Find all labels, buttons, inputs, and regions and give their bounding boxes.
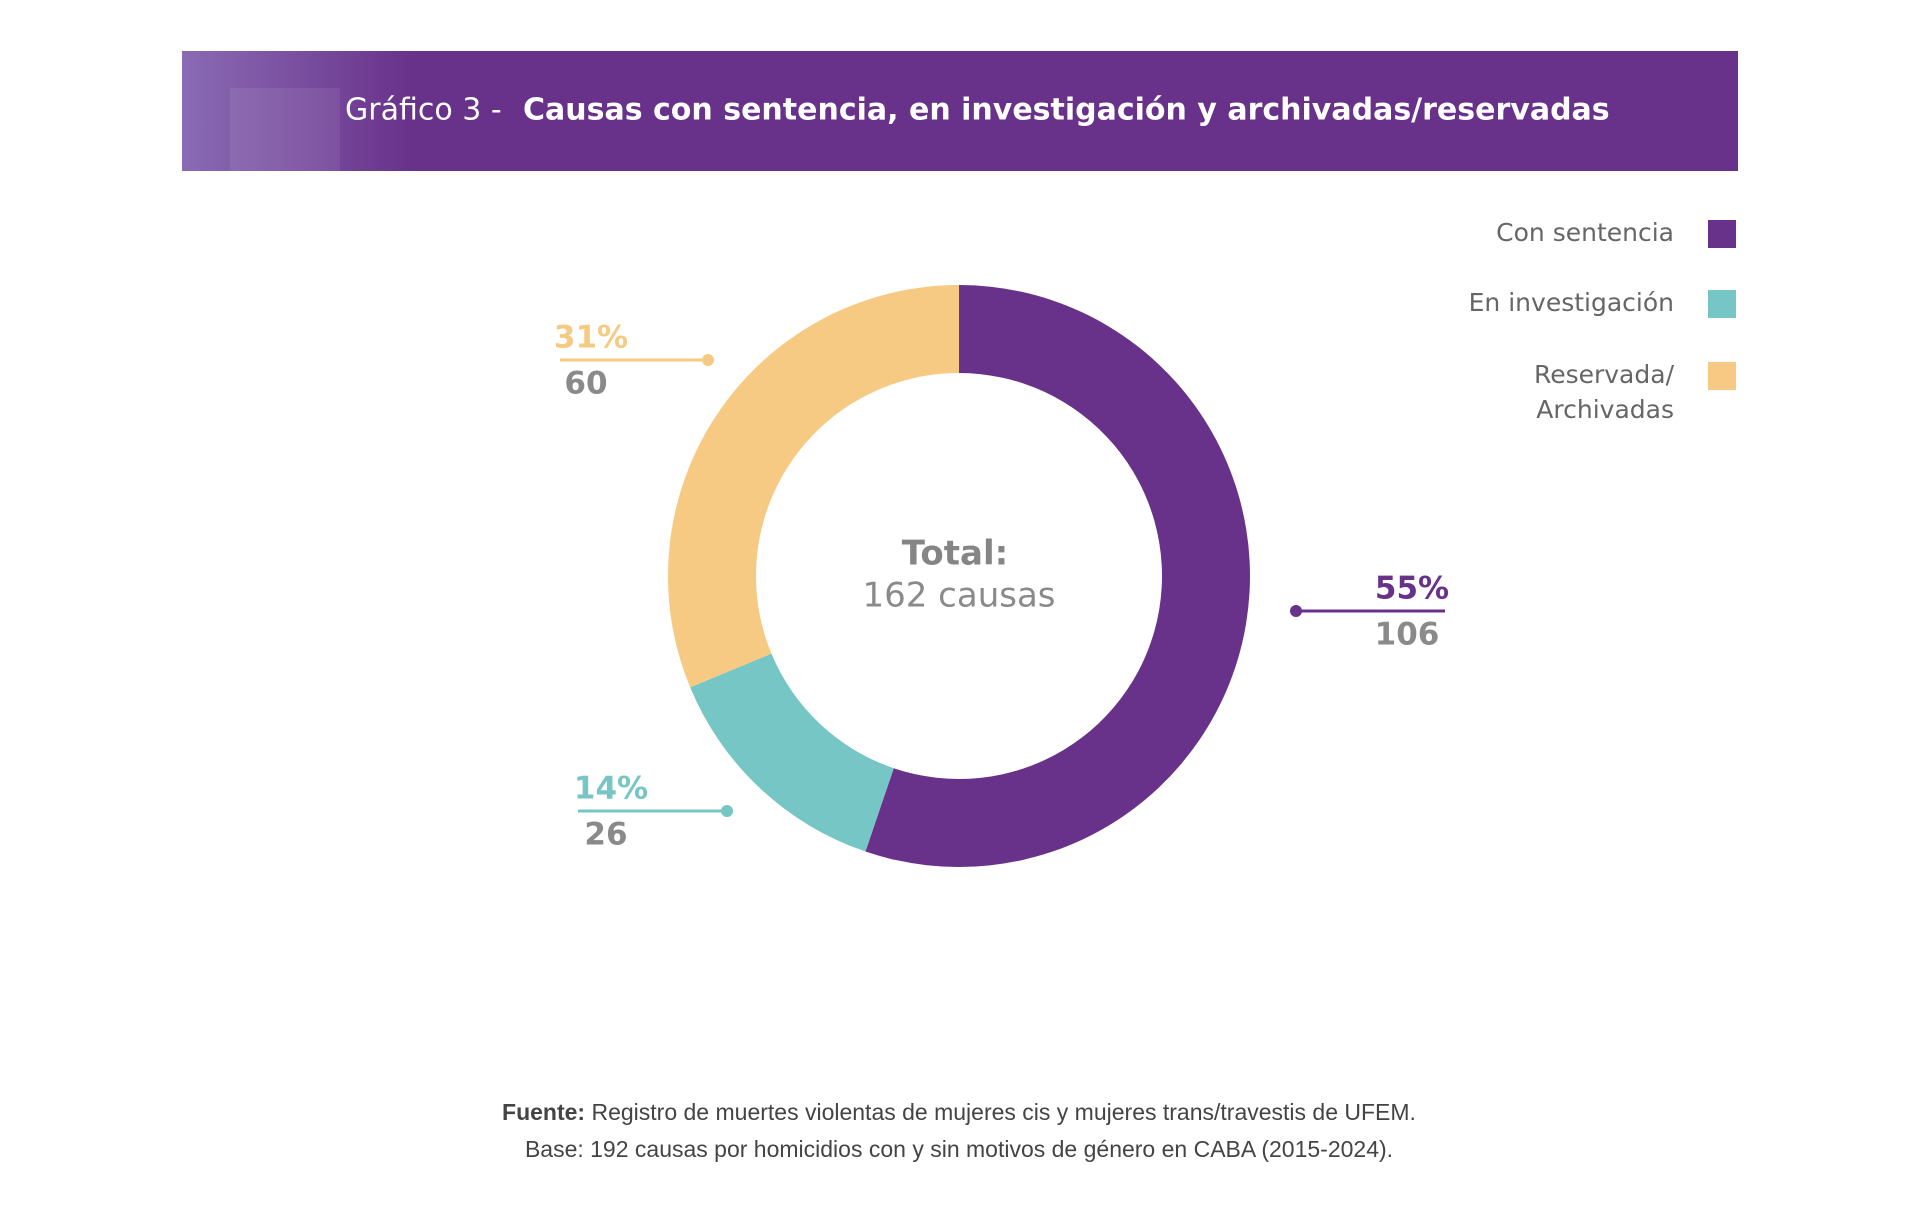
value-label: 106	[1375, 617, 1440, 653]
source-label: Fuente:	[502, 1099, 585, 1125]
legend-swatch	[1708, 220, 1736, 248]
legend-label: En investigación	[1469, 288, 1674, 317]
value-label: 60	[564, 366, 607, 402]
center-subtitle: 162 causas	[862, 576, 1055, 616]
legend-swatch	[1708, 290, 1736, 318]
leader-dot	[1290, 605, 1302, 617]
donut-slice	[690, 653, 894, 852]
percent-label: 31%	[554, 320, 628, 356]
header-decoration	[230, 88, 340, 171]
legend-label: Con sentencia	[1496, 218, 1674, 247]
leader-dot	[702, 354, 714, 366]
donut-slice	[667, 285, 959, 688]
chart-title: Causas con sentencia, en investigación y…	[523, 93, 1610, 128]
center-title: Total:	[902, 534, 1008, 574]
legend-label: Reservada/Archivadas	[1534, 360, 1675, 424]
legend-label-line: Archivadas	[1536, 395, 1674, 424]
legend-swatch	[1708, 362, 1736, 390]
note: Base: 192 causas por homicidios con y si…	[525, 1136, 1393, 1162]
donut-slice	[865, 285, 1250, 868]
figure-label: Gráfico 3 -	[345, 93, 502, 128]
value-label: 26	[584, 817, 627, 853]
percent-label: 55%	[1375, 571, 1449, 607]
leader-dot	[721, 805, 733, 817]
percent-label: 14%	[574, 771, 648, 807]
source: Registro de muertes violentas de mujeres…	[591, 1099, 1415, 1125]
source-line: Fuente: Registro de muertes violentas de…	[502, 1099, 1416, 1125]
header-band	[182, 51, 1738, 171]
legend-label-line: Reservada/	[1534, 360, 1675, 389]
